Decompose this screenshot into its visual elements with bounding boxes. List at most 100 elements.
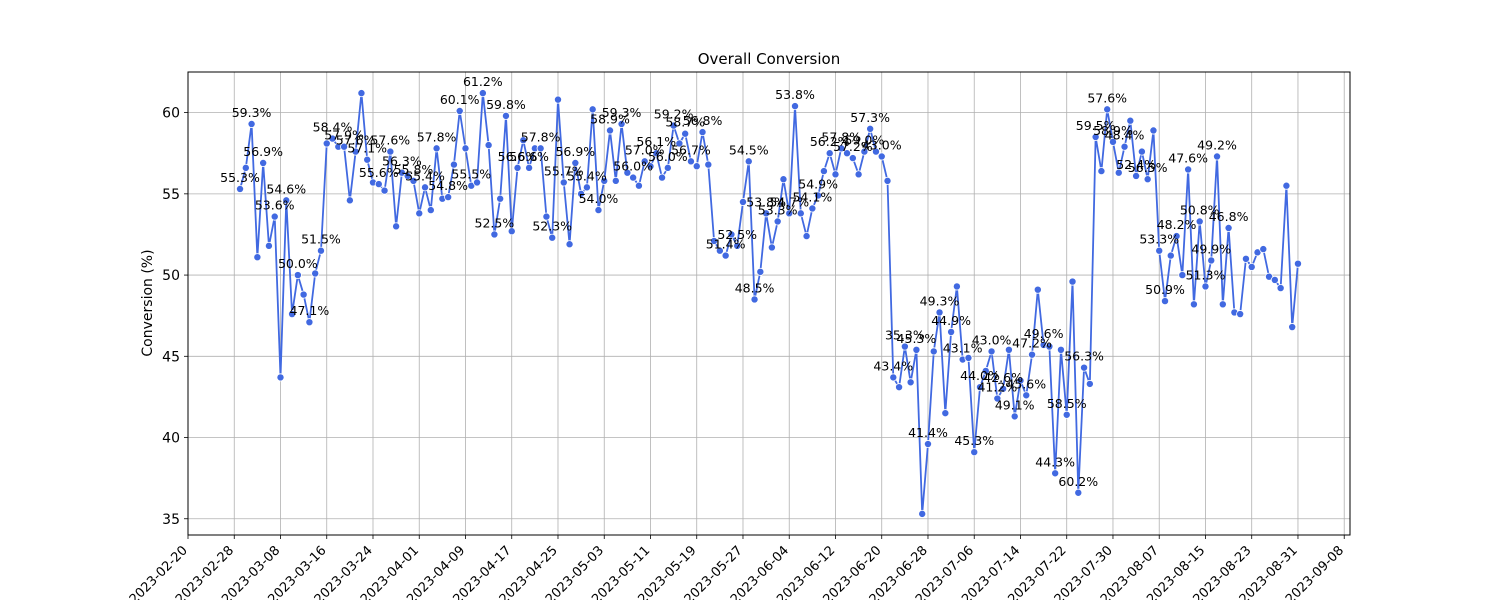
data-point [241, 163, 250, 172]
data-point [421, 183, 430, 192]
data-label: 44.9% [931, 313, 971, 328]
data-label: 59.2% [654, 107, 694, 122]
data-label: 45.6% [1006, 376, 1046, 391]
data-label: 53.8% [775, 87, 815, 102]
data-point [802, 232, 811, 241]
data-label: 51.5% [301, 232, 341, 247]
data-point [686, 157, 695, 166]
plot-frame [187, 71, 1351, 536]
data-point [1022, 391, 1031, 400]
data-point [1276, 284, 1285, 293]
data-point [715, 246, 724, 255]
data-point [600, 176, 609, 185]
data-label: 52.4% [1116, 157, 1156, 172]
data-label: 35.3% [885, 328, 925, 343]
data-label: 55.5% [451, 167, 491, 182]
data-point [345, 196, 354, 205]
data-label: 59.3% [602, 105, 642, 120]
data-point [1051, 469, 1060, 478]
data-label: 51.4% [706, 237, 746, 252]
data-point [565, 240, 574, 249]
data-label: 49.9% [1191, 241, 1231, 256]
data-point [1259, 245, 1268, 254]
data-point [1143, 175, 1152, 184]
data-label: 56.9% [243, 144, 283, 159]
data-point [259, 158, 268, 167]
data-point [710, 236, 719, 245]
y-tick-label: 60 [162, 106, 180, 122]
data-label: 52.5% [475, 215, 515, 230]
data-label: 43.1% [943, 341, 983, 356]
data-label: 58.4% [313, 120, 353, 135]
data-label: 51.3% [1186, 267, 1226, 282]
data-point [970, 448, 979, 457]
data-point [496, 194, 505, 203]
data-labels: 55.3% 59.3% 56.9% 53.6% 54.6% 50.0% 47.1% 51.5%… [220, 74, 1248, 489]
data-label: 59.8% [486, 97, 526, 112]
data-label: 47.1% [290, 303, 330, 318]
data-point [1137, 147, 1146, 156]
series-line [239, 92, 1299, 515]
data-point [1114, 168, 1123, 177]
data-point [1195, 217, 1204, 226]
data-point [744, 157, 753, 166]
data-label: 44.3% [1035, 454, 1075, 469]
data-label: 56.9% [555, 144, 595, 159]
data-point [796, 209, 805, 218]
data-point [733, 241, 742, 250]
data-point [1161, 297, 1170, 306]
data-label: 53.6% [255, 198, 295, 213]
data-point [426, 206, 435, 215]
data-point [253, 253, 262, 262]
data-label: 58.7% [665, 115, 705, 130]
data-label: 48.5% [735, 280, 775, 295]
data-point [623, 168, 632, 177]
data-point [1166, 251, 1175, 260]
data-point [964, 353, 973, 362]
data-point [328, 134, 337, 143]
data-point [1085, 379, 1094, 388]
data-point [877, 152, 886, 161]
data-label: 57.6% [336, 133, 376, 148]
data-point [513, 163, 522, 172]
data-point [1282, 181, 1291, 190]
data-point [721, 251, 730, 260]
data-point [1132, 171, 1141, 180]
data-label: 53.8% [746, 194, 786, 209]
data-point [577, 189, 586, 198]
data-point [1080, 363, 1089, 372]
data-point [264, 241, 273, 250]
data-point [449, 160, 458, 169]
data-point [525, 163, 534, 172]
data-point [432, 144, 441, 153]
data-point [507, 227, 516, 236]
data-point [1213, 152, 1222, 161]
data-point [536, 144, 545, 153]
data-point [444, 193, 453, 202]
data-point [1004, 345, 1013, 354]
data-point [548, 233, 557, 242]
data-point [276, 373, 285, 382]
y-tick-label: 50 [162, 268, 180, 284]
data-label: 56.3% [382, 154, 422, 169]
data-label: 54.9% [798, 176, 838, 191]
data-label: 47.6% [1168, 150, 1208, 165]
data-point [843, 149, 852, 158]
data-point [322, 139, 331, 148]
data-point [473, 178, 482, 187]
data-point [935, 308, 944, 317]
data-point [1097, 167, 1106, 176]
data-label: 56.7% [671, 142, 711, 157]
data-label: 57.6% [370, 133, 410, 148]
data-point [247, 119, 256, 128]
data-point [1016, 376, 1025, 385]
data-label: 42.6% [983, 370, 1023, 385]
data-label: 57.8% [521, 129, 561, 144]
data-point [299, 290, 308, 299]
data-point [947, 327, 956, 336]
data-label: 50.0% [278, 256, 318, 271]
data-point [895, 383, 904, 392]
data-point [987, 347, 996, 356]
